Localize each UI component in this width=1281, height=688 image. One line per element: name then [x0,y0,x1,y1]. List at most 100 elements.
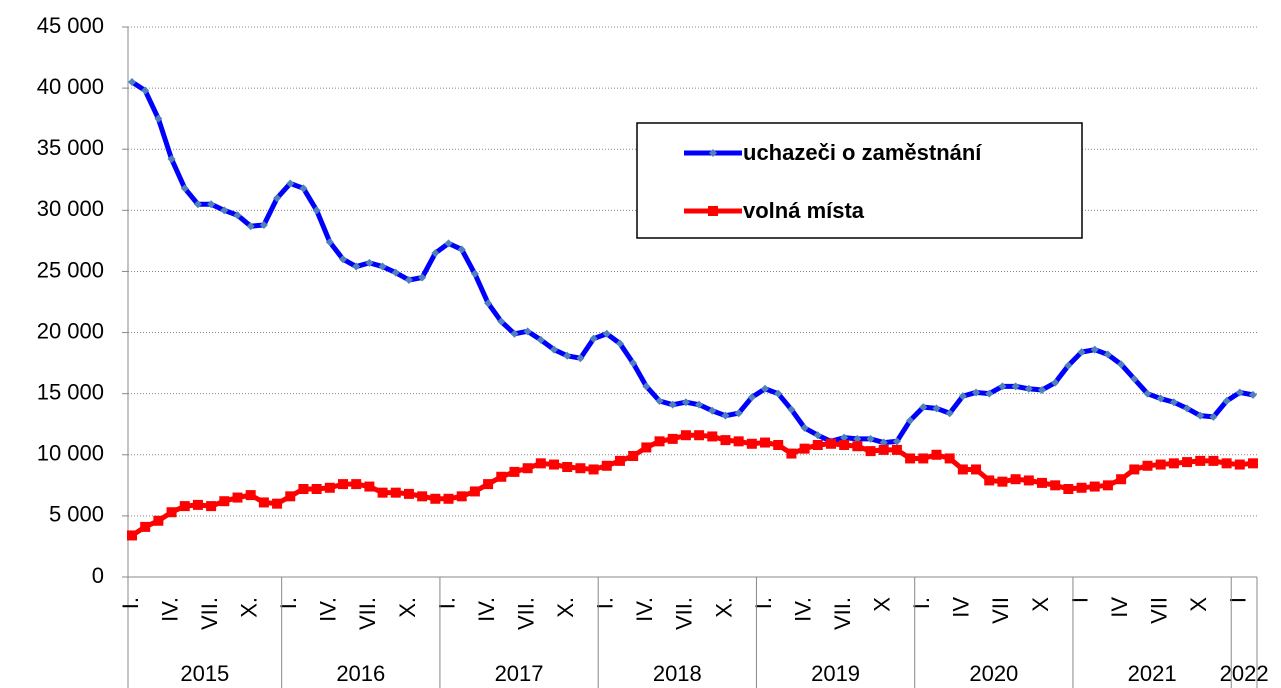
data-point [813,431,822,440]
data-point [483,479,494,490]
data-point [1077,348,1086,357]
data-point [1036,477,1047,488]
data-point [1182,457,1193,468]
data-point [220,206,229,215]
data-point [285,491,296,502]
data-point [179,501,190,512]
data-point [866,434,875,443]
data-point [484,299,493,308]
data-point [259,221,268,229]
x-tick-label: I [1226,597,1251,603]
data-point [1116,474,1127,485]
data-point [153,515,164,526]
data-point [654,436,665,447]
x-tick-label: X. [711,597,736,618]
data-point [1076,482,1087,493]
y-tick-label: 15 000 [37,379,104,404]
data-point [352,262,361,271]
data-point [496,471,507,482]
data-point [1129,464,1140,475]
data-point [1023,475,1034,486]
data-point [1090,345,1099,354]
y-tick-label: 10 000 [37,441,104,466]
data-point [787,405,796,414]
data-point [140,521,151,532]
data-point [1143,389,1152,398]
data-point [614,455,625,466]
data-point [1011,382,1020,391]
y-tick-label: 0 [92,563,104,588]
data-point [945,409,954,418]
data-point [681,398,690,407]
x-tick-label: I. [118,597,143,609]
data-point [339,255,348,264]
data-point [141,86,150,95]
data-point [839,440,850,450]
data-point [338,479,349,490]
data-point [1183,404,1192,413]
data-point [707,431,718,442]
data-point [589,334,598,343]
legend-label: uchazeči o zaměstnání [743,140,982,165]
data-point [1089,481,1100,492]
legend-marker [708,206,718,216]
data-point [971,464,982,475]
data-point [774,389,783,398]
data-point [1142,460,1153,471]
y-tick-label: 5 000 [49,502,104,527]
data-point [746,438,757,449]
x-tick-label: VII. [830,597,855,630]
legend-box [636,122,1083,239]
x-tick-label: IV [1107,597,1132,618]
x-tick-label: I. [434,597,459,609]
x-tick-label: VII [1146,597,1171,624]
data-point [457,245,466,254]
data-point [1063,484,1074,494]
data-point [311,484,322,494]
data-point [760,437,771,448]
x-tick-label: IV. [157,597,182,622]
data-point [233,211,242,220]
data-point [246,222,255,231]
data-point [470,269,479,278]
x-tick-label: X [1028,597,1053,612]
data-point [364,481,375,492]
data-point [1156,394,1165,403]
data-point [892,437,901,446]
data-point [761,384,770,393]
year-label: 2018 [653,661,702,686]
data-point [825,438,836,449]
data-point [535,458,546,469]
year-label: 2016 [336,661,385,686]
data-point [641,442,652,453]
data-point [800,423,809,432]
data-point [906,416,915,425]
data-point [1168,458,1179,469]
x-tick-label: I. [593,597,618,609]
data-point [985,389,994,398]
x-tick-label: VII. [197,597,222,630]
data-point [193,200,202,209]
y-tick-label: 20 000 [37,318,104,343]
data-point [695,400,704,409]
year-label: 2015 [180,661,229,686]
x-tick-label: X [870,597,895,612]
data-point [232,492,243,503]
y-tick-label: 30 000 [37,196,104,221]
data-point [324,482,335,493]
data-point [563,351,572,360]
data-point [128,78,136,86]
data-point [1235,388,1244,397]
x-tick-label: I. [276,597,301,609]
data-point [377,487,388,498]
data-point [523,327,532,336]
data-point [852,441,863,452]
data-point [891,444,902,455]
year-label: 2021 [1128,661,1177,686]
data-point [668,400,677,409]
data-point [680,430,691,441]
x-tick-label: VII. [513,597,538,630]
data-point [984,475,995,486]
data-point [1169,398,1178,407]
data-point [258,497,269,508]
